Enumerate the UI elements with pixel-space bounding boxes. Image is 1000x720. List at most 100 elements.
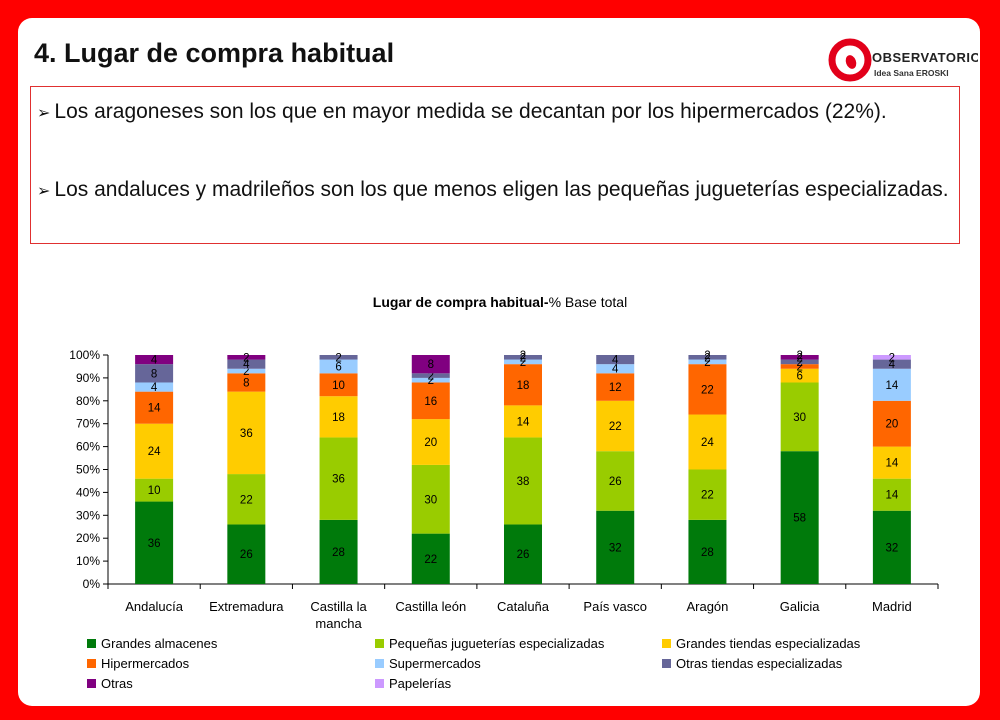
data-label: 14 <box>885 490 898 502</box>
bar-segment <box>135 478 174 502</box>
legend-swatch <box>375 679 384 688</box>
data-label: 36 <box>332 474 345 486</box>
data-label: 2 <box>796 357 802 369</box>
data-label: 26 <box>517 549 530 561</box>
bar-segment <box>872 368 911 401</box>
category-label: Extremadura <box>209 599 284 614</box>
bar-segment <box>688 519 727 584</box>
data-label: 36 <box>240 428 253 440</box>
data-label: 4 <box>151 382 158 394</box>
bar-segment <box>596 510 635 584</box>
bar-segment <box>135 355 174 365</box>
bar-segment <box>504 405 542 438</box>
slide-card: 4. Lugar de compra habitual OBSERVATORIO… <box>18 18 981 706</box>
data-label: 2 <box>520 357 526 369</box>
bar-segment <box>688 355 727 360</box>
legend-swatch <box>87 659 96 668</box>
bar-segment <box>135 364 174 383</box>
bar-segment <box>688 469 727 520</box>
data-label: 26 <box>240 549 253 561</box>
bar-segment <box>411 464 450 534</box>
bar-segment <box>596 451 635 511</box>
data-label: 26 <box>609 476 622 488</box>
bar-segment <box>596 373 635 401</box>
category-label: Cataluña <box>497 599 550 614</box>
bar-segment <box>780 355 819 360</box>
bar-segment <box>319 519 358 584</box>
chart-title: Lugar de compra habitual-% Base total <box>373 294 627 310</box>
y-tick-label: 0% <box>83 577 101 591</box>
bar-segment <box>596 355 635 365</box>
bar-segment <box>227 359 266 369</box>
y-tick-label: 70% <box>76 417 100 431</box>
data-label: 14 <box>885 380 898 392</box>
bar-segment <box>411 419 450 465</box>
legend-label: Papelerías <box>389 676 452 691</box>
data-label: 14 <box>148 403 161 415</box>
data-label: 2 <box>520 352 526 364</box>
bar-segment <box>780 451 819 584</box>
bar-segment <box>319 359 358 374</box>
bar-segment <box>135 391 174 424</box>
finding-text: Los andaluces y madrileños son los que m… <box>54 178 949 201</box>
chart-title-rest: % Base total <box>549 294 628 310</box>
data-label: 22 <box>701 384 714 396</box>
data-label: 4 <box>243 359 250 371</box>
data-label: 20 <box>424 437 437 449</box>
bar-segment <box>780 382 819 452</box>
legend-label: Hipermercados <box>101 656 190 671</box>
arrow-bullet-icon: ➢ <box>37 105 51 122</box>
data-label: 14 <box>517 416 530 428</box>
legend-swatch <box>87 679 96 688</box>
bar-segment <box>411 377 450 383</box>
data-label: 32 <box>609 542 622 554</box>
legend-label: Supermercados <box>389 656 481 671</box>
data-label: 6 <box>796 371 802 383</box>
data-label: 36 <box>148 538 161 550</box>
data-label: 2 <box>796 352 802 364</box>
data-label: 4 <box>151 355 158 367</box>
bar-segment <box>411 373 450 378</box>
legend-swatch <box>662 659 671 668</box>
data-label: 4 <box>612 355 619 367</box>
legend-swatch <box>662 639 671 648</box>
bar-segment <box>504 359 542 365</box>
data-label: 22 <box>240 494 253 506</box>
data-label: 58 <box>793 513 806 525</box>
svg-text:Idea Sana EROSKI: Idea Sana EROSKI <box>874 68 949 78</box>
data-label: 12 <box>609 382 622 394</box>
page-title: 4. Lugar de compra habitual <box>34 38 395 68</box>
category-label: Madrid <box>872 599 912 614</box>
data-label: 22 <box>701 490 714 502</box>
arrow-bullet-icon: ➢ <box>37 183 51 200</box>
y-tick-label: 40% <box>76 485 100 499</box>
data-label: 28 <box>701 547 714 559</box>
data-label: 2 <box>243 366 249 378</box>
y-tick-label: 20% <box>76 531 100 545</box>
bar-segment <box>504 437 542 525</box>
y-tick-label: 90% <box>76 371 100 385</box>
bar-segment <box>227 474 266 525</box>
bar-segment <box>688 364 727 415</box>
bar-segment <box>872 446 911 479</box>
bar-segment <box>227 355 266 360</box>
legend-label: Pequeñas jugueterías especializadas <box>389 636 605 651</box>
bar-segment <box>504 355 542 360</box>
chart-title-bold: Lugar de compra habitual- <box>373 294 549 310</box>
finding-text: Los aragoneses son los que en mayor medi… <box>54 100 887 123</box>
legend-swatch <box>375 659 384 668</box>
data-label: 24 <box>148 446 161 458</box>
data-label: 20 <box>885 419 898 431</box>
bar-segment <box>872 359 911 369</box>
bar-segment <box>780 368 819 383</box>
data-label: 4 <box>612 364 619 376</box>
category-label: País vasco <box>583 599 647 614</box>
bar-segment <box>872 355 911 360</box>
data-label: 8 <box>428 359 434 371</box>
data-label: 2 <box>796 361 802 373</box>
bar-segment <box>135 382 174 392</box>
bar-segment <box>227 524 266 584</box>
data-label: 4 <box>889 359 896 371</box>
data-label: 6 <box>335 361 341 373</box>
